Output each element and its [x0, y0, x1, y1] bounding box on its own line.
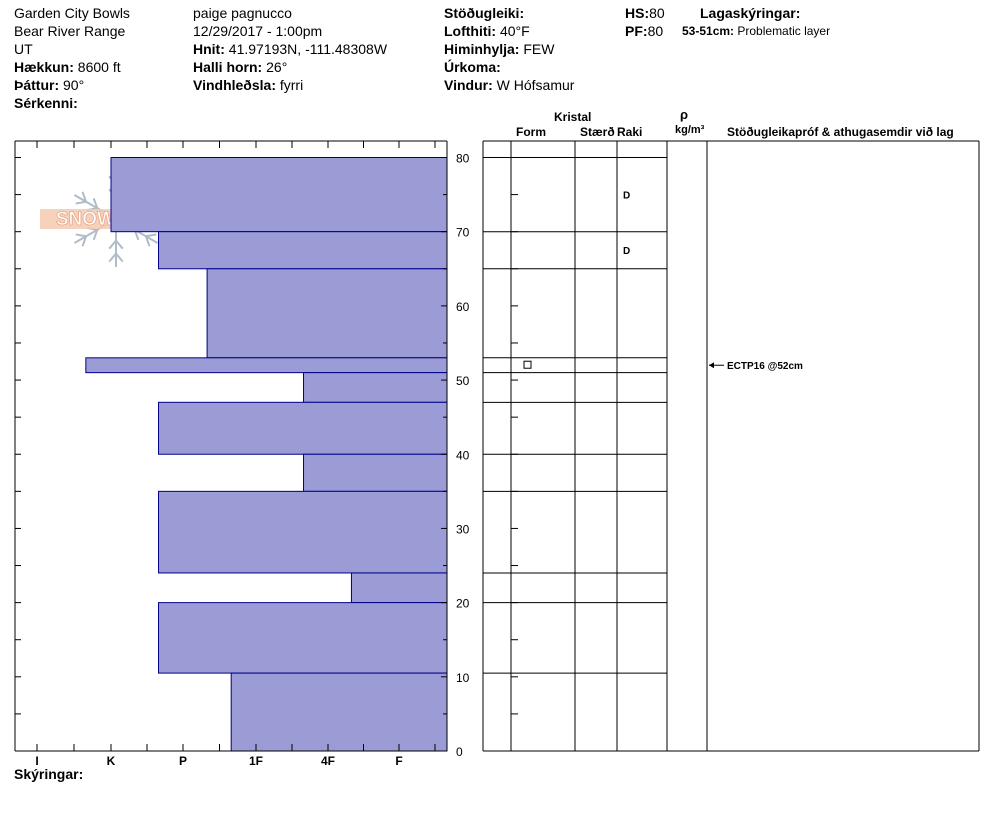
state-name: UT [14, 41, 33, 57]
hardness-bar [85, 357, 448, 374]
depth-tick-label: 20 [456, 597, 470, 611]
sky-label: Himinhylja: [444, 41, 520, 57]
hardness-bar [230, 672, 448, 752]
precip-label: Úrkoma: [444, 59, 501, 75]
hardness-bar [158, 602, 448, 674]
pf-value: 80 [647, 23, 664, 39]
layer-note-range: 53-51cm: [682, 24, 735, 38]
wind-loading-row: Vindhleðsla: fyrri [193, 76, 303, 94]
range-name: Bear River Range [14, 23, 126, 39]
pf-row: PF:80 [625, 22, 663, 40]
depth-tick-label: 50 [456, 374, 470, 388]
wind-row: Vindur: W Hófsamur [444, 76, 574, 94]
hardness-bar [110, 157, 448, 233]
wind-label: Vindur: [444, 77, 493, 93]
snowflake-branch [92, 197, 99, 209]
slope-value: 26° [266, 59, 288, 75]
moisture-value: D [623, 191, 630, 202]
elevation-value: 8600 ft [77, 59, 121, 75]
rho-header: ρ [680, 107, 689, 122]
pf-label: PF: [625, 23, 648, 39]
hardness-tick-label: P [179, 754, 187, 768]
wind-loading-label: Vindhleðsla: [193, 77, 276, 93]
notes-label: Skýringar: [14, 766, 84, 782]
moisture-header: Raki [617, 125, 643, 139]
coords-label: Hnit: [193, 41, 225, 57]
moisture-value: D [623, 246, 630, 257]
form-header: Form [516, 125, 546, 139]
layer-note-text: Problematic layer [737, 24, 831, 38]
hardness-bar [158, 490, 448, 574]
depth-tick-label: 30 [456, 522, 470, 536]
aspect-row: Þáttur: 90° [14, 76, 84, 94]
depth-tick-label: 60 [456, 300, 470, 314]
air-temp-label: Lofthiti: [444, 23, 497, 39]
elevation-label: Hækkun: [14, 59, 74, 75]
snowflake-branch [108, 239, 117, 250]
snowflake-branch [144, 235, 151, 247]
stability-label: Stöðugleiki: [444, 5, 525, 21]
hardness-bars [85, 157, 448, 752]
observation-datetime: 12/29/2017 - 1:00pm [193, 23, 323, 39]
depth-tick-label: 0 [456, 745, 463, 759]
snowflake-branch [115, 239, 124, 250]
depth-tick-label: 70 [456, 226, 470, 240]
hardness-bar [303, 372, 448, 403]
hs-value: 80 [649, 5, 665, 21]
snowflake-branch [75, 233, 87, 238]
hardness-tick-label: F [395, 754, 402, 768]
stability-tests-header: Stöðugleikapróf & athugasemdir við lag [727, 125, 954, 139]
stability-test-label: ECTP16 @52cm [727, 361, 803, 372]
sky-row: Himinhylja: FEW [444, 40, 554, 58]
snowflake-branch [108, 252, 117, 263]
hardness-bar [350, 572, 448, 604]
layer-table: D D ECTP16 @52cm [482, 140, 980, 752]
snowflake-branch [92, 229, 99, 241]
snowflake-branch [115, 252, 124, 263]
location-name: Garden City Bowls [14, 5, 130, 21]
snowflake-branch [145, 233, 157, 238]
air-temp-row: Lofthiti: 40°F [444, 22, 530, 40]
crystal-form-symbol [523, 360, 532, 369]
depth-tick-label: 40 [456, 448, 470, 462]
layer-note: 53-51cm: Problematic layer [682, 24, 830, 38]
chart-axes: I K P 1F 4F F 0 10 20 30 40 50 60 70 80 [14, 140, 470, 768]
air-temp-value: 40°F [499, 23, 530, 39]
hardness-tick-label: 4F [321, 754, 335, 768]
hardness-tick-label: K [107, 754, 116, 768]
stability-test-arrowhead [709, 362, 714, 369]
coords-value: 41.97193N, -111.48308W [228, 41, 388, 57]
layer-notes-label: Lagaskýringar: [700, 5, 801, 21]
snowflake-branch [81, 191, 88, 203]
crystal-header: Kristal [554, 110, 592, 124]
slope-row: Halli horn: 26° [193, 58, 287, 76]
wind-loading-value: fyrri [279, 77, 304, 93]
slope-label: Halli horn: [193, 59, 263, 75]
features-label: Sérkenni: [14, 95, 78, 111]
wind-value: W Hófsamur [496, 77, 575, 93]
hs-row: HS:80 [625, 4, 665, 22]
hardness-bar [206, 268, 448, 359]
hs-label: HS: [625, 5, 650, 21]
aspect-label: Þáttur: [14, 77, 60, 93]
snowflake-branch [75, 200, 87, 205]
hardness-tick-label: I [35, 754, 38, 768]
density-unit-header: kg/m³ [675, 124, 705, 136]
coords-row: Hnit: 41.97193N, -111.48308W [193, 40, 387, 58]
hardness-tick-label: 1F [249, 754, 263, 768]
hardness-bar [158, 401, 448, 455]
size-header: Stærð [580, 125, 615, 139]
aspect-value: 90° [63, 77, 85, 93]
observer-name: paige pagnucco [193, 5, 292, 21]
depth-tick-label: 80 [456, 152, 470, 166]
snowflake-branch [81, 235, 88, 247]
depth-tick-label: 10 [456, 671, 470, 685]
elevation-row: Hækkun: 8600 ft [14, 58, 121, 76]
hardness-bar [158, 231, 448, 270]
hardness-bar [303, 453, 448, 492]
sky-value: FEW [523, 41, 555, 57]
